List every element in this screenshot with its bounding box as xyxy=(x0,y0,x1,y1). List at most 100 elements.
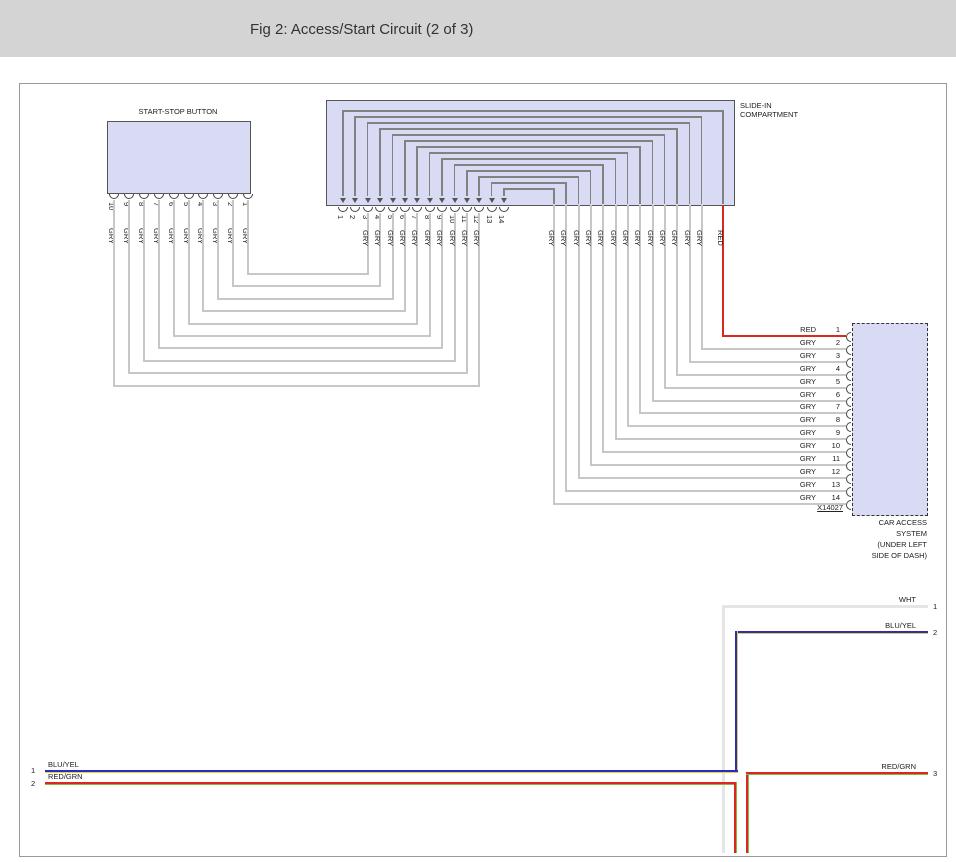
connector-row-color-label: GRY xyxy=(799,441,816,451)
wire-horizontal xyxy=(113,384,481,387)
loop-wire xyxy=(676,128,678,204)
loop-wire xyxy=(453,164,456,196)
loop-wire xyxy=(416,146,641,148)
wire-arrow-icon xyxy=(340,198,346,203)
car-access-system-connector-box xyxy=(852,323,928,516)
connector-row-color-label: GRY xyxy=(799,376,816,386)
wire-vertical xyxy=(676,205,679,374)
wire-vertical xyxy=(735,631,738,771)
loop-wire xyxy=(688,122,691,204)
wire-vertical xyxy=(746,772,749,853)
wire-vertical xyxy=(722,605,725,853)
loop-wire xyxy=(639,146,641,204)
wire-vertical xyxy=(577,205,580,477)
wire-color-label: GRY xyxy=(645,230,655,247)
loop-wire xyxy=(626,152,629,204)
wire-horizontal xyxy=(127,372,468,375)
loop-wire xyxy=(366,122,369,196)
wire-color-label: GRY xyxy=(447,230,457,247)
loop-wire xyxy=(342,110,724,112)
pin-socket-icon xyxy=(846,461,851,471)
wire-horizontal xyxy=(577,476,846,479)
wire-color-label: GRY xyxy=(571,230,581,247)
wire-color-label: GRY xyxy=(694,230,704,247)
wire-vertical xyxy=(441,213,444,348)
wire-color-label: GRY xyxy=(670,230,680,247)
wire-arrow-icon xyxy=(426,198,433,203)
pin-socket-icon xyxy=(846,448,851,459)
loop-wire xyxy=(478,176,480,196)
loop-wire xyxy=(466,170,592,172)
wire-vertical xyxy=(589,205,592,464)
wire-horizontal xyxy=(700,347,846,350)
wire-color-label: RED/GRN xyxy=(48,772,83,781)
loop-wire xyxy=(478,176,580,178)
connector-row-pin-number: 3 xyxy=(835,350,840,360)
wire-horizontal xyxy=(565,489,846,492)
connector-row-color-label: RED xyxy=(800,325,816,334)
pin-socket-icon xyxy=(387,207,398,212)
wire-vertical xyxy=(366,213,369,273)
connector-id-label[interactable]: X14027 xyxy=(817,503,843,512)
connector-row-pin-number: 13 xyxy=(831,479,840,489)
wire-vertical xyxy=(404,213,406,311)
wire-horizontal xyxy=(663,386,846,389)
loop-wire xyxy=(366,122,691,124)
wire-vertical xyxy=(232,200,235,286)
slide-in-pin-number: 14 xyxy=(497,215,507,224)
wire-horizontal xyxy=(626,425,846,428)
wire-horizontal xyxy=(232,285,382,288)
loop-wire xyxy=(391,134,394,196)
loop-wire xyxy=(354,116,356,196)
wire-arrow-icon xyxy=(476,198,483,203)
wire-vertical xyxy=(614,205,617,439)
loop-wire xyxy=(490,182,567,184)
connector-row-color-label: GRY xyxy=(799,428,816,438)
left-pin-number: 1 xyxy=(31,766,36,775)
wire-color-label: GRY xyxy=(410,230,420,247)
wire-color-label: GRY xyxy=(608,230,618,247)
loop-wire xyxy=(428,152,629,154)
wire-horizontal xyxy=(602,451,846,454)
loop-wire xyxy=(577,176,580,204)
loop-wire xyxy=(428,152,431,196)
slide-in-compartment-label-line1: SLIDE-IN xyxy=(740,101,772,110)
connector-row-pin-number: 6 xyxy=(835,389,840,399)
wire-vertical xyxy=(247,200,250,273)
loop-wire xyxy=(553,188,555,204)
connector-row-pin-number: 1 xyxy=(835,325,840,334)
wire-color-label: WHT xyxy=(898,595,916,604)
wire-vertical xyxy=(453,213,456,360)
loop-wire xyxy=(404,140,406,196)
wire-arrow-icon xyxy=(451,198,458,203)
wire-vertical xyxy=(202,200,205,311)
connector-row-pin-number: 8 xyxy=(835,415,840,425)
wire-arrow-icon xyxy=(501,198,508,203)
pin-socket-icon xyxy=(138,194,149,199)
pin-socket-icon xyxy=(846,435,851,446)
wire-color-label: GRY xyxy=(596,230,606,247)
pin-socket-icon xyxy=(168,194,179,199)
wire-vertical xyxy=(416,213,419,323)
loop-wire xyxy=(663,134,666,204)
loop-wire xyxy=(453,164,604,166)
wire-vertical xyxy=(478,213,481,385)
car-access-location-line3: (UNDER LEFT xyxy=(877,540,927,549)
connector-row-color-label: GRY xyxy=(799,363,816,373)
wire-color-label: GRY xyxy=(360,230,370,247)
wire-horizontal xyxy=(746,772,928,775)
wire-vertical xyxy=(626,205,629,426)
connector-row-color-label: GRY xyxy=(799,479,816,489)
loop-wire xyxy=(354,116,703,118)
wire-arrow-icon xyxy=(377,198,384,203)
wire-horizontal xyxy=(45,770,738,773)
wire-vertical xyxy=(172,200,175,335)
wire-vertical xyxy=(651,205,654,400)
connector-row-color-label: GRY xyxy=(799,454,816,463)
wire-arrow-icon xyxy=(414,198,421,203)
wire-arrow-icon xyxy=(464,198,470,203)
pin-socket-icon xyxy=(846,422,851,433)
loop-wire xyxy=(391,134,666,136)
wire-color-label: GRY xyxy=(398,230,407,247)
wire-color-label: GRY xyxy=(385,230,395,247)
